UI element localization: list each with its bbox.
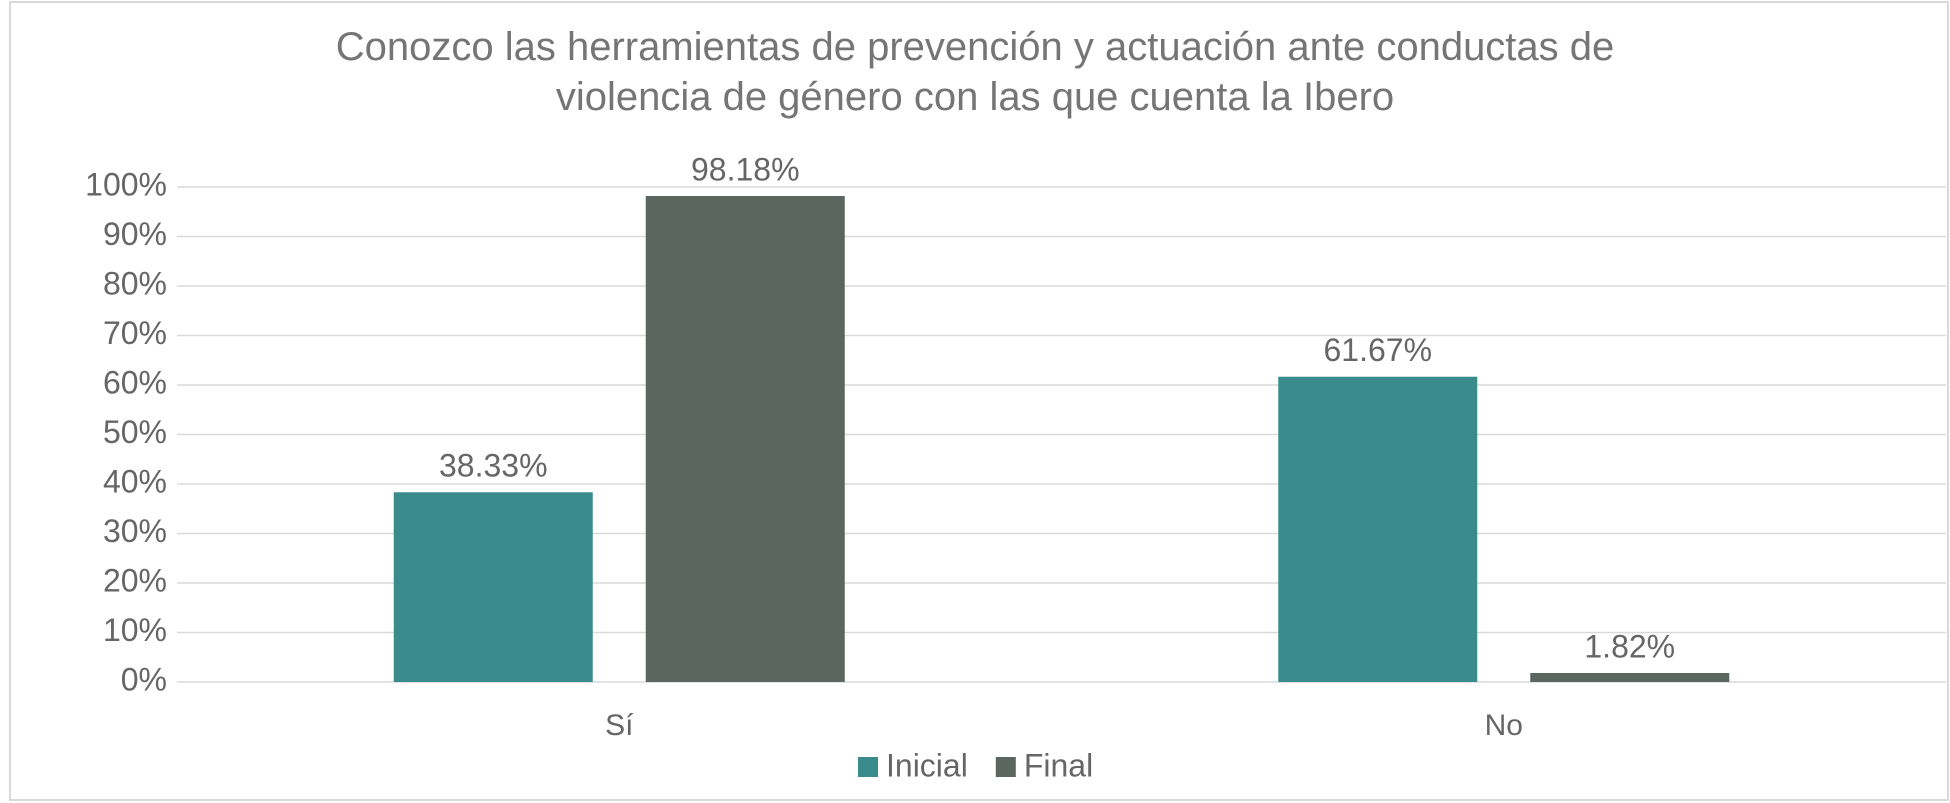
- data-label: 1.82%: [1584, 628, 1675, 664]
- data-label: 98.18%: [691, 151, 800, 187]
- x-tick-label: Sí: [605, 709, 634, 742]
- bar: [393, 492, 593, 682]
- data-label: 61.67%: [1323, 332, 1432, 368]
- bar: [1278, 376, 1478, 682]
- y-tick-label: 70%: [103, 315, 167, 351]
- chart-border: [9, 1, 1949, 801]
- y-tick-label: 60%: [103, 364, 167, 400]
- y-tick-label: 0%: [121, 661, 167, 697]
- y-tick-label: 30%: [103, 513, 167, 549]
- y-tick-label: 80%: [103, 265, 167, 301]
- data-label: 38.33%: [439, 448, 548, 484]
- legend-label: Final: [1024, 747, 1093, 783]
- y-tick-label: 20%: [103, 562, 167, 598]
- x-tick-label: No: [1485, 709, 1523, 742]
- y-tick-label: 100%: [85, 166, 167, 202]
- bar: [645, 196, 845, 682]
- y-tick-label: 50%: [103, 414, 167, 450]
- bar: [1530, 672, 1730, 682]
- chart-title: Conozco las herramientas de prevención y…: [335, 25, 1615, 119]
- legend-swatch: [995, 757, 1016, 777]
- y-tick-label: 40%: [103, 463, 167, 499]
- legend-swatch: [858, 757, 878, 777]
- legend-label: Inicial: [886, 747, 968, 783]
- y-tick-label: 10%: [103, 612, 167, 648]
- y-tick-label: 90%: [103, 216, 167, 252]
